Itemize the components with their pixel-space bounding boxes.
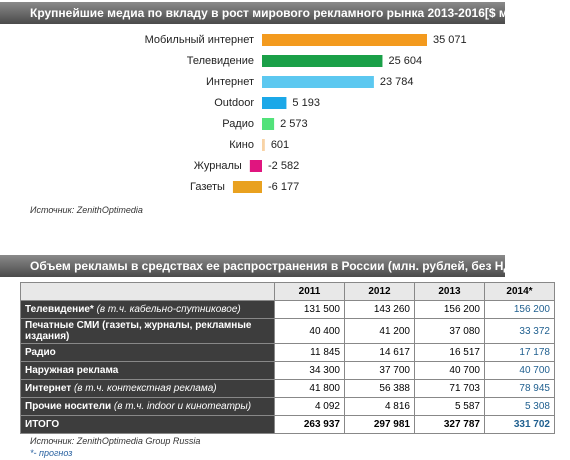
bar (262, 76, 374, 88)
table-cell: 156 200 (414, 300, 485, 319)
row-label: Телевидение* (в т.ч. кабельно-спутниково… (20, 300, 275, 319)
table-cell: 4 816 (344, 397, 415, 416)
value-label: 25 604 (388, 55, 422, 67)
row-label-note: (в т.ч. кабельно-спутниковое) (96, 304, 241, 315)
table-cell: 5 308 (484, 397, 555, 416)
row-label: Радио (20, 343, 275, 362)
category-label: Журналы (194, 160, 242, 172)
table-cell: 78 945 (484, 379, 555, 398)
table-cell: 40 400 (274, 318, 345, 344)
table-row: Наружная реклама 34 300 37 700 40 700 40 700 (20, 361, 555, 380)
bar (262, 139, 265, 151)
category-label: Кино (229, 139, 254, 151)
table-row: Телевидение* (в т.ч. кабельно-спутниково… (20, 300, 555, 319)
table-row: Интернет (в т.ч. контекстная реклама) 41 … (20, 379, 555, 398)
category-label: Outdoor (214, 97, 254, 109)
row-label-main: ИТОГО (25, 419, 60, 430)
chart-source: Источник: ZenithOptimedia (30, 205, 143, 215)
table-cell: 5 587 (414, 397, 485, 416)
row-label-note: (в т.ч. indoor и кинотеатры) (113, 401, 252, 412)
table-cell: 156 200 (484, 300, 555, 319)
year-header: 2013 (414, 282, 485, 301)
table-cell: 33 372 (484, 318, 555, 344)
table-cell: 16 517 (414, 343, 485, 362)
value-label: 5 193 (292, 97, 320, 109)
table-row: Радио 11 845 14 617 16 517 17 178 (20, 343, 555, 362)
row-label-main: Телевидение* (25, 304, 94, 315)
bar (262, 97, 287, 109)
year-header: 2011 (274, 282, 345, 301)
table-title: Объем рекламы в средствах ее распростран… (0, 255, 525, 277)
year-header: 2012 (344, 282, 415, 301)
footnote: *- прогноз (30, 448, 73, 458)
row-label: ИТОГО (20, 415, 275, 434)
bar (249, 160, 262, 172)
table-row: Печатные СМИ (газеты, журналы, рекламные… (20, 318, 555, 344)
bar (262, 118, 275, 130)
table-cell: 56 388 (344, 379, 415, 398)
table-cell: 11 845 (274, 343, 345, 362)
category-label: Газеты (190, 181, 225, 193)
table-cell: 4 092 (274, 397, 345, 416)
table-cell: 17 178 (484, 343, 555, 362)
row-label-main: Печатные СМИ (газеты, журналы, рекламные… (25, 320, 252, 342)
table-cell: 71 703 (414, 379, 485, 398)
table-cell: 40 700 (484, 361, 555, 380)
corner-cell (20, 282, 275, 301)
category-label: Мобильный интернет (145, 34, 254, 46)
table-cell: 34 300 (274, 361, 345, 380)
category-label: Радио (222, 118, 254, 130)
value-label: -2 582 (268, 160, 299, 172)
table-row: ИТОГО 263 937 297 981 327 787 331 702 (20, 415, 555, 434)
row-label: Печатные СМИ (газеты, журналы, рекламные… (20, 318, 275, 344)
bar (262, 55, 383, 67)
table-cell: 41 800 (274, 379, 345, 398)
table-cell: 263 937 (274, 415, 345, 434)
table-cell: 331 702 (484, 415, 555, 434)
row-label-main: Прочие носители (25, 401, 112, 412)
year-header: 2014* (484, 282, 555, 301)
value-label: -6 177 (268, 181, 299, 193)
row-label: Прочие носители (в т.ч. indoor и кинотеа… (20, 397, 275, 416)
data-table: 2011 2012 2013 2014* Телевидение* (в т.ч. ка… (20, 282, 555, 434)
table-cell: 297 981 (344, 415, 415, 434)
chart: 35 071 Мобильный интернет 25 604 Телевидени… (145, 34, 467, 193)
chart-title: Крупнейшие медиа по вкладу в рост мирово… (0, 2, 527, 24)
row-label-main: Наружная реклама (25, 365, 119, 376)
table-cell: 37 080 (414, 318, 485, 344)
value-label: 35 071 (433, 34, 467, 46)
value-label: 601 (271, 139, 289, 151)
row-label-main: Интернет (25, 383, 72, 394)
category-label: Интернет (206, 76, 254, 88)
bar (232, 181, 262, 193)
table-cell: 143 260 (344, 300, 415, 319)
value-label: 2 573 (280, 118, 308, 130)
row-label: Наружная реклама (20, 361, 275, 380)
table-source: Источник: ZenithOptimedia Group Russia (30, 436, 201, 446)
row-label: Интернет (в т.ч. контекстная реклама) (20, 379, 275, 398)
value-label: 23 784 (380, 76, 414, 88)
table-cell: 131 500 (274, 300, 345, 319)
header-row: 2011 2012 2013 2014* (20, 282, 555, 301)
table-cell: 41 200 (344, 318, 415, 344)
table-cell: 37 700 (344, 361, 415, 380)
category-label: Телевидение (187, 55, 254, 67)
table-cell: 40 700 (414, 361, 485, 380)
table-cell: 14 617 (344, 343, 415, 362)
table-row: Прочие носители (в т.ч. indoor и кинотеа… (20, 397, 555, 416)
table-cell: 327 787 (414, 415, 485, 434)
bar (262, 34, 427, 46)
row-label-main: Радио (25, 347, 56, 358)
row-label-note: (в т.ч. контекстная реклама) (73, 383, 217, 394)
